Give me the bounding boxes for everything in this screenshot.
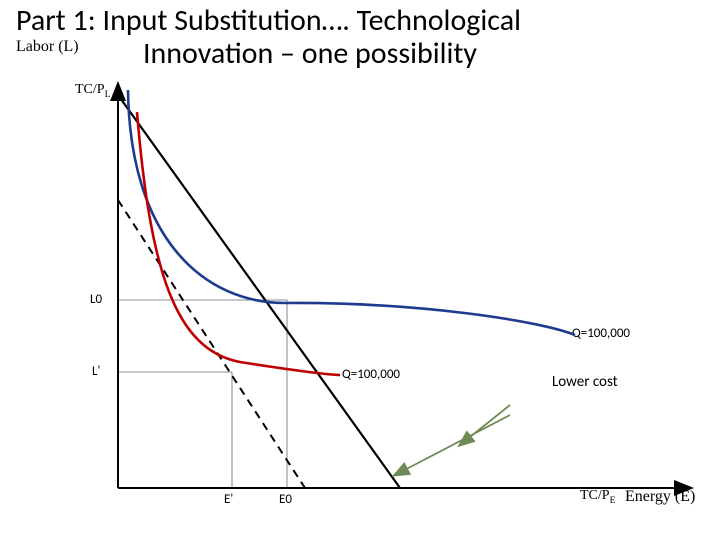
- isocost-line-1: [118, 95, 400, 488]
- isocost-line-2-dashed: [118, 200, 305, 488]
- isoquant-inner: [137, 112, 340, 375]
- lower-cost-arrows: [395, 405, 510, 475]
- plot-svg: [0, 0, 720, 540]
- isoquant-outer: [128, 90, 575, 335]
- arrow-2: [395, 415, 510, 475]
- arrow-1: [460, 405, 510, 445]
- slide: { "title_line1": "Part 1: Input Substitu…: [0, 0, 720, 540]
- guide-lines: [118, 300, 287, 488]
- axes: [118, 85, 690, 488]
